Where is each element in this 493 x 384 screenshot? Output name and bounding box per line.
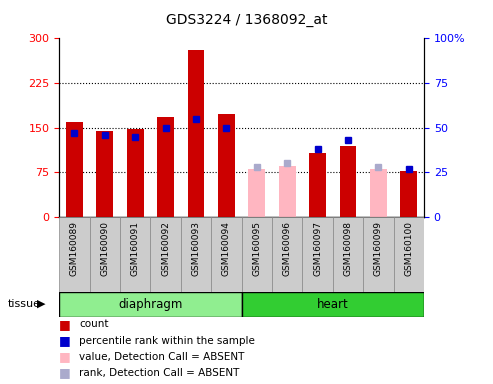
Text: ▶: ▶ [37, 299, 45, 309]
Text: GSM160090: GSM160090 [100, 221, 109, 276]
Bar [309, 153, 326, 217]
Text: ■: ■ [59, 318, 71, 331]
Text: ■: ■ [59, 366, 71, 379]
Bar [59, 292, 242, 317]
Bar [242, 217, 272, 292]
Bar [150, 217, 181, 292]
Bar [248, 169, 265, 217]
Bar [66, 122, 83, 217]
Bar [333, 217, 363, 292]
Text: value, Detection Call = ABSENT: value, Detection Call = ABSENT [79, 352, 244, 362]
Text: GSM160095: GSM160095 [252, 221, 261, 276]
Bar [279, 166, 295, 217]
Bar [90, 217, 120, 292]
Bar [120, 217, 150, 292]
Bar [363, 217, 393, 292]
Text: GSM160097: GSM160097 [313, 221, 322, 276]
Bar [242, 292, 424, 317]
Bar [97, 131, 113, 217]
Text: heart: heart [317, 298, 349, 311]
Bar [272, 217, 302, 292]
Text: tissue: tissue [7, 299, 40, 309]
Text: GSM160099: GSM160099 [374, 221, 383, 276]
Text: ■: ■ [59, 334, 71, 347]
Bar [400, 170, 417, 217]
Text: GSM160098: GSM160098 [344, 221, 352, 276]
Bar [211, 217, 242, 292]
Bar [218, 114, 235, 217]
Bar [59, 217, 90, 292]
Bar [340, 146, 356, 217]
Text: ■: ■ [59, 350, 71, 363]
Text: percentile rank within the sample: percentile rank within the sample [79, 336, 255, 346]
Text: count: count [79, 319, 108, 329]
Text: GSM160100: GSM160100 [404, 221, 413, 276]
Text: GSM160091: GSM160091 [131, 221, 140, 276]
Bar [302, 217, 333, 292]
Text: diaphragm: diaphragm [118, 298, 182, 311]
Bar [157, 117, 174, 217]
Text: GSM160093: GSM160093 [191, 221, 201, 276]
Text: rank, Detection Call = ABSENT: rank, Detection Call = ABSENT [79, 368, 239, 378]
Text: GSM160092: GSM160092 [161, 221, 170, 276]
Bar [181, 217, 211, 292]
Text: GSM160094: GSM160094 [222, 221, 231, 276]
Text: GSM160089: GSM160089 [70, 221, 79, 276]
Bar [370, 169, 387, 217]
Text: GDS3224 / 1368092_at: GDS3224 / 1368092_at [166, 13, 327, 27]
Bar [188, 50, 204, 217]
Bar [393, 217, 424, 292]
Bar [127, 129, 143, 217]
Text: GSM160096: GSM160096 [282, 221, 292, 276]
